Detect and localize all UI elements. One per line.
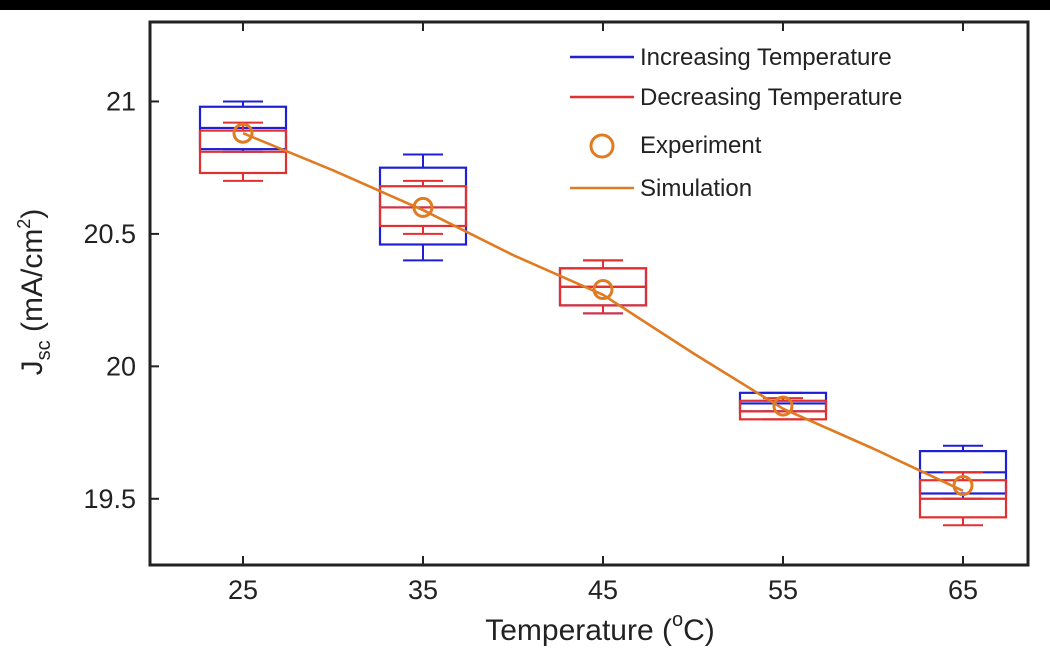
axis-ticks: 19.5 20 20.5 21 25 35 45 55 65	[83, 22, 978, 605]
y-tick-label: 20.5	[83, 219, 136, 249]
legend-label-decreasing: Decreasing Temperature	[640, 84, 902, 111]
x-axis-title: Temperature (oC)	[485, 609, 715, 647]
top-border-strip	[0, 0, 1050, 10]
experiment-point	[952, 475, 974, 497]
legend-label-increasing: Increasing Temperature	[640, 44, 892, 71]
y-tick-label: 19.5	[83, 484, 136, 514]
x-tick-label: 65	[948, 575, 978, 605]
x-tick-label: 35	[408, 575, 438, 605]
legend-label-experiment: Experiment	[640, 132, 762, 159]
x-tick-label: 45	[588, 575, 618, 605]
plot-frame	[148, 20, 1030, 567]
experiment-point	[772, 395, 794, 417]
legend: Increasing Temperature Decreasing Temper…	[570, 44, 902, 202]
plot-area	[148, 20, 1030, 567]
chart-marks	[198, 100, 1008, 527]
y-tick-label: 20	[106, 351, 136, 381]
x-tick-label: 55	[768, 575, 798, 605]
experiment-point	[232, 122, 254, 144]
experiment-point	[592, 279, 614, 301]
x-tick-label: 25	[228, 575, 258, 605]
y-axis-title: Jsc (mA/cm2)	[14, 209, 55, 376]
legend-label-simulation: Simulation	[640, 175, 752, 202]
simulation-line	[242, 131, 964, 492]
legend-swatch-experiment	[589, 133, 615, 159]
experiment-point	[412, 196, 434, 218]
y-tick-label: 21	[106, 86, 136, 116]
